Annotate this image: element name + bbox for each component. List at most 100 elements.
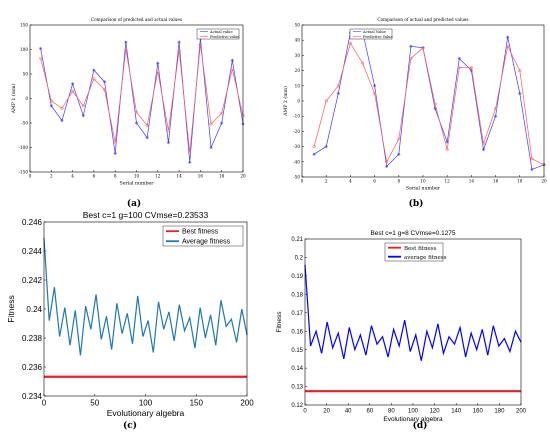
data-point [409, 56, 413, 60]
data-point [518, 69, 522, 73]
x-axis-label: Serial number [406, 185, 441, 191]
data-point [220, 121, 224, 125]
series-line-2 [304, 264, 522, 361]
chart-title: Best c=1 g=8 CVmse=0.1275 [370, 230, 455, 237]
x-tick-label: 20 [541, 179, 547, 184]
y-tick-label: 30 [295, 53, 301, 58]
data-point [220, 111, 224, 115]
y-tick-label: 0.16 [291, 329, 303, 335]
legend-label: Actual Value [362, 30, 386, 34]
data-point [188, 160, 192, 164]
x-axis-label: Evolutionary algebra [383, 416, 443, 423]
data-point [156, 61, 160, 65]
data-point [336, 91, 340, 95]
x-tick-label: 100 [139, 399, 153, 408]
x-tick-label: 160 [473, 409, 484, 415]
data-point [506, 44, 510, 48]
x-tick-label: 100 [408, 409, 419, 415]
series-line-1 [40, 38, 244, 163]
data-point [49, 99, 53, 103]
x-tick-label: 0 [29, 174, 32, 179]
data-point [506, 35, 510, 39]
data-point [177, 40, 181, 44]
data-point [385, 160, 389, 164]
data-point [481, 142, 486, 146]
x-tick-label: 0 [301, 179, 304, 184]
x-tick-label: 12 [155, 174, 161, 179]
data-point [457, 66, 461, 70]
data-point [145, 123, 149, 127]
data-point [336, 84, 340, 88]
panel-label: (a) [127, 198, 141, 209]
legend-label: Actual value [209, 30, 233, 34]
x-tick-label: 40 [345, 409, 352, 415]
x-axis-label: Serial number [119, 180, 154, 186]
y-tick-label: 0.246 [22, 218, 43, 227]
x-tick-label: 20 [323, 409, 330, 415]
data-point [177, 48, 181, 53]
legend-label: Average fitness [182, 238, 231, 245]
x-axis-label: Evolutionary algebra [107, 408, 185, 418]
plot-frame [43, 221, 248, 397]
data-point [348, 41, 352, 45]
x-tick-label: 14 [469, 179, 475, 184]
data-point [481, 148, 486, 152]
y-tick-label: -40 [293, 159, 300, 164]
x-tick-label: 10 [134, 174, 140, 179]
data-point [134, 110, 139, 114]
data-point [397, 137, 401, 141]
x-tick-label: 60 [366, 409, 373, 415]
y-tick-label: 0.14 [291, 366, 303, 372]
y-tick-label: 0.12 [291, 403, 303, 409]
x-tick-label: 14 [176, 174, 182, 179]
y-axis-label: Fitness [6, 295, 16, 322]
x-tick-label: 2 [50, 174, 53, 179]
x-tick-label: 200 [240, 399, 254, 408]
y-tick-label: 0.19 [291, 274, 303, 280]
y-tick-label: 0.15 [291, 348, 303, 354]
data-point [49, 104, 53, 108]
y-tick-label: 0.18 [291, 292, 303, 298]
y-tick-label: -100 [19, 145, 29, 150]
x-tick-label: 140 [451, 409, 462, 415]
x-tick-label: 0 [42, 399, 47, 408]
y-axis-label: AMP 2 (mm) [282, 86, 289, 117]
legend-label: average fitness [404, 255, 447, 261]
y-tick-label: 0.17 [291, 311, 303, 317]
data-point [230, 67, 234, 71]
data-point [102, 80, 107, 84]
series-line-2 [40, 44, 244, 153]
data-point [92, 68, 96, 72]
data-point [134, 121, 139, 125]
data-point [71, 89, 75, 93]
chart-title: Best c=1 g=100 CVmse=0.23533 [83, 210, 209, 220]
x-tick-label: 12 [445, 179, 451, 184]
data-point [530, 167, 534, 171]
data-point [433, 107, 437, 111]
data-point [230, 58, 234, 62]
y-tick-label: 50 [23, 71, 29, 76]
data-point [518, 91, 522, 95]
series-line-2 [313, 42, 545, 166]
y-tick-label: 150 [20, 22, 28, 27]
data-point [71, 82, 75, 86]
legend-label: Predictive value [210, 35, 239, 39]
data-point [124, 40, 128, 44]
plot-frame [304, 238, 522, 406]
x-tick-label: 150 [190, 399, 204, 408]
data-point [92, 77, 96, 81]
chart-panel-2: Comparison of actual and predicted value… [282, 17, 547, 191]
data-point [433, 102, 437, 106]
legend-label: Predictive Value [363, 35, 393, 39]
data-point [60, 106, 64, 110]
data-point [81, 114, 85, 118]
chart-title: Comparison of predicted and actual value… [91, 17, 182, 22]
data-point [198, 43, 202, 47]
y-tick-label: 0 [297, 98, 300, 103]
x-tick-label: 50 [90, 399, 99, 408]
x-tick-label: 6 [93, 174, 96, 179]
y-tick-label: 20 [295, 68, 301, 73]
chart-panel-1: Comparison of predicted and actual value… [10, 17, 246, 186]
data-point [209, 145, 213, 150]
panel-label: (c) [123, 420, 137, 431]
